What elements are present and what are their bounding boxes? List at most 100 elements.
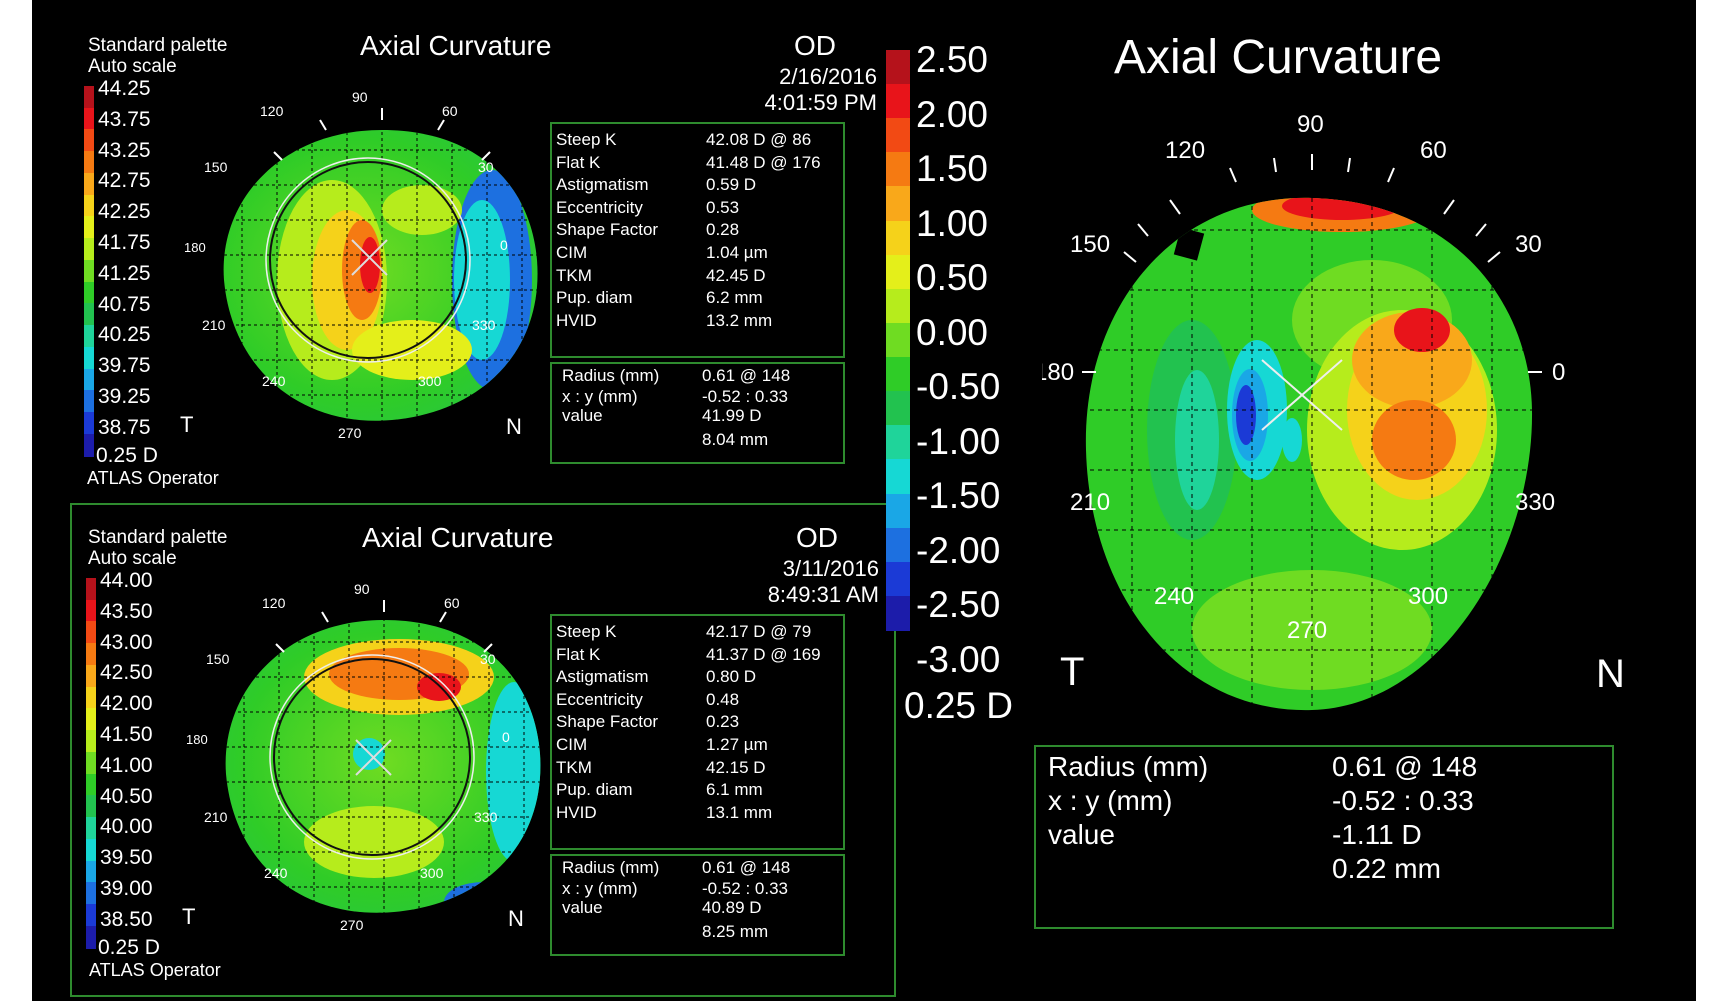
- exam-time: 4:01:59 PM: [764, 90, 877, 115]
- radius-value: 0.61 @ 148: [1332, 751, 1478, 782]
- angle-label-30: 30: [1515, 231, 1542, 258]
- radius-value: 0.61 @ 148: [702, 366, 791, 385]
- legend-swatch: [84, 433, 94, 457]
- index-value: 0.80 D: [706, 667, 757, 687]
- index-label: Shape Factor: [556, 712, 659, 732]
- legend-swatch: [86, 882, 96, 906]
- legend-swatch: [86, 686, 96, 710]
- legend-value: 42.50: [100, 661, 153, 685]
- index-label: Shape Factor: [556, 220, 659, 240]
- angle-ticks: [1082, 154, 1542, 373]
- nasal-label: N: [508, 906, 524, 931]
- map-title: Axial Curvature: [1114, 31, 1443, 84]
- value-mm: 8.04 mm: [702, 430, 769, 449]
- value-diopters: 40.89 D: [702, 898, 762, 917]
- angle-label-120: 120: [262, 595, 286, 611]
- angle-label-90: 90: [352, 90, 368, 105]
- index-label: Pup. diam: [556, 780, 633, 800]
- angle-label-0: 0: [500, 237, 508, 253]
- legend-value: -2.50: [916, 584, 1001, 625]
- exam-time: 8:49:31 AM: [767, 582, 879, 607]
- legend-value: -0.50: [916, 366, 1001, 407]
- value-label: value: [562, 406, 603, 425]
- value-mm: 0.22 mm: [1332, 853, 1441, 884]
- bottom-map-panel[interactable]: Standard palette Auto scale Axial Curvat…: [70, 503, 896, 997]
- legend-value: 44.25: [98, 77, 151, 100]
- legend-value: 2.50: [916, 39, 989, 80]
- xy-value: -0.52 : 0.33: [1332, 785, 1474, 816]
- index-value: 0.53: [706, 197, 740, 217]
- legend-swatch: [84, 281, 94, 305]
- legend-swatch: [86, 860, 96, 884]
- legend-swatch: [886, 595, 910, 631]
- index-label: Steep K: [556, 622, 617, 641]
- value-diopters: -1.11 D: [1332, 819, 1422, 850]
- index-value: 41.48 D @ 176: [706, 152, 821, 172]
- legend-swatch: [84, 259, 94, 283]
- index-value: 6.2 mm: [706, 288, 763, 308]
- legend-swatch: [84, 194, 94, 218]
- legend-value: 0.50: [916, 257, 989, 298]
- legend-swatch: [886, 459, 910, 495]
- angle-label-150: 150: [1070, 231, 1110, 258]
- legend-value: -2.00: [916, 529, 1001, 571]
- legend-swatch: [86, 773, 96, 797]
- topography-screen: Standard palette Auto scale Axial Curvat…: [32, 0, 1696, 1001]
- cursor-readout: Radius (mm) 0.61 @ 148 x : y (mm) -0.52 …: [550, 362, 845, 464]
- angle-label-240: 240: [264, 865, 288, 881]
- indices-box: Steep K 42.08 D @ 86 Flat K 41.48 D @ 176 As…: [550, 122, 845, 358]
- legend-swatch: [86, 904, 96, 927]
- index-label: HVID: [556, 310, 597, 330]
- index-value: 1.27 µm: [706, 735, 768, 754]
- legend-swatch: [886, 118, 910, 154]
- step-label: 0.25 D: [96, 444, 158, 467]
- angle-label-180: 180: [186, 732, 208, 747]
- legend-swatch: [86, 817, 96, 840]
- legend-value: 38.50: [100, 907, 153, 931]
- legend-swatch: [886, 357, 910, 393]
- index-label: Steep K: [556, 130, 617, 149]
- exam-date: 2/16/2016: [779, 64, 877, 89]
- difference-map[interactable]: 90 120 60 150 30 180 0 210 330 240 300 2…: [1042, 110, 1582, 720]
- legend-swatch: [86, 599, 96, 623]
- xy-value: -0.52 : 0.33: [702, 879, 789, 898]
- legend-swatch: [84, 151, 94, 174]
- legend-value: 44.00: [100, 569, 153, 592]
- eye-label: OD: [794, 30, 836, 61]
- legend-swatch: [86, 578, 96, 601]
- nasal-label: N: [506, 414, 522, 439]
- value-mm: 8.25 mm: [702, 922, 769, 941]
- legend-value: 41.75: [98, 231, 151, 254]
- map-title: Axial Curvature: [362, 522, 554, 553]
- curvature-map[interactable]: 90 120 60 150 30 180 0 210 330 240 300 2…: [182, 90, 582, 450]
- angle-label-240: 240: [1154, 583, 1194, 610]
- angle-label-180: 180: [1042, 359, 1074, 386]
- legend-value: -1.00: [916, 420, 1001, 462]
- palette-label: Standard palette: [88, 35, 228, 56]
- index-label: Flat K: [556, 644, 601, 664]
- nasal-label: N: [1596, 652, 1625, 696]
- scale-label: Auto scale: [88, 548, 177, 569]
- legend-swatch: [886, 561, 910, 597]
- legend-value: 0.00: [916, 311, 989, 353]
- legend-swatch: [86, 838, 96, 862]
- legend-swatch: [84, 346, 94, 370]
- palette-label: Standard palette: [88, 527, 228, 548]
- difference-map-panel: 2.50 2.00 1.50 1.00 0.50 0.00 -0.50 -1.00 -1.50 -…: [872, 0, 1696, 1001]
- legend-value: 41.25: [98, 261, 151, 285]
- angle-label-330: 330: [474, 809, 498, 825]
- index-value: 42.08 D @ 86: [706, 130, 812, 149]
- angle-label-270: 270: [1287, 617, 1327, 644]
- index-label: Astigmatism: [556, 667, 649, 687]
- angle-ticks: [273, 108, 491, 161]
- temporal-label: T: [1060, 650, 1085, 694]
- cursor-readout: Radius (mm) 0.61 @ 148 x : y (mm) -0.52 …: [550, 854, 845, 956]
- curvature-map[interactable]: 90 120 60 150 30 180 0 210 330 240 300 2…: [184, 582, 584, 942]
- angle-label-270: 270: [338, 425, 362, 441]
- angle-label-330: 330: [472, 317, 496, 333]
- operator-label: ATLAS Operator: [89, 960, 221, 980]
- legend-swatch: [84, 216, 94, 240]
- step-label: 0.25 D: [98, 936, 160, 959]
- index-value: 42.17 D @ 79: [706, 622, 812, 641]
- angle-label-210: 210: [202, 317, 226, 333]
